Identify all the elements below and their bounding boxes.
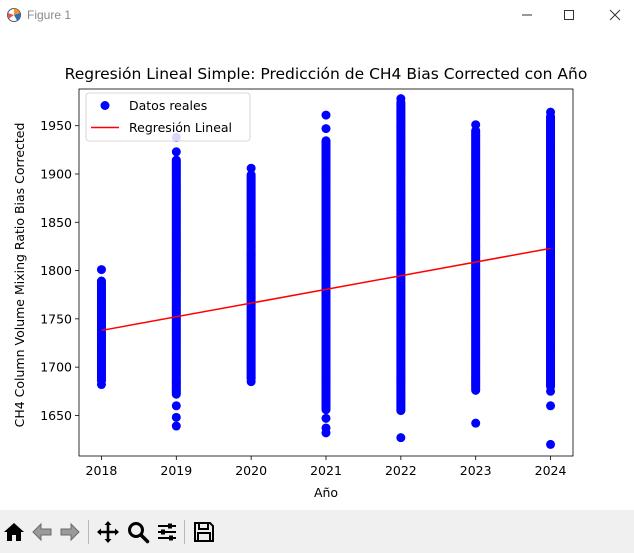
data-point <box>171 401 181 411</box>
data-point <box>471 120 481 130</box>
regression-line <box>101 247 551 332</box>
configure-subplots-button[interactable] <box>153 518 181 546</box>
x-tick-label: 2022 <box>385 463 417 478</box>
title-bar: Figure 1 <box>0 0 634 30</box>
home-icon <box>4 523 24 541</box>
legend-marker-datos-reales <box>100 101 110 110</box>
data-point <box>396 433 406 443</box>
x-tick-label: 2018 <box>86 463 118 478</box>
data-point <box>171 412 181 422</box>
x-axis-label: Año <box>314 485 338 500</box>
maximize-button[interactable] <box>546 0 592 30</box>
data-point <box>171 147 181 157</box>
y-tick-label: 1650 <box>40 408 72 423</box>
y-tick-label: 1750 <box>40 311 72 326</box>
data-point <box>171 155 181 165</box>
back-button[interactable] <box>28 518 56 546</box>
legend-label-datos-reales: Datos reales <box>129 98 207 113</box>
scatter-chart: Regresión Lineal Simple: Predicción de C… <box>12 65 588 500</box>
save-icon <box>194 522 214 542</box>
data-point <box>546 401 556 411</box>
close-button[interactable] <box>592 0 634 30</box>
data-point <box>321 423 331 433</box>
x-tick-label: 2023 <box>460 463 492 478</box>
minimize-button[interactable] <box>504 0 550 30</box>
data-points <box>96 94 556 449</box>
matplotlib-app-icon <box>6 6 22 24</box>
x-tick-label: 2019 <box>160 463 192 478</box>
data-point <box>471 418 481 428</box>
x-tick-label: 2020 <box>235 463 267 478</box>
save-button[interactable] <box>190 518 218 546</box>
data-point <box>546 386 556 396</box>
toolbar-separator <box>184 520 185 544</box>
data-point <box>321 110 331 120</box>
pan-button[interactable] <box>94 518 122 546</box>
x-axis-ticks: 2018 2019 2020 2021 2022 2023 2024 <box>86 456 567 478</box>
data-point <box>546 439 556 449</box>
data-point <box>96 265 106 275</box>
back-arrow-icon <box>32 522 52 542</box>
data-point <box>321 124 331 134</box>
home-button[interactable] <box>0 518 28 546</box>
data-point <box>246 163 256 173</box>
y-axis-label: CH4 Column Volume Mixing Ratio Bias Corr… <box>12 123 27 428</box>
y-tick-label: 1850 <box>40 215 72 230</box>
toolbar-separator <box>88 520 89 544</box>
plot-canvas[interactable]: Regresión Lineal Simple: Predicción de C… <box>0 30 634 510</box>
data-point <box>96 276 106 286</box>
close-icon <box>609 9 621 21</box>
chart-title: Regresión Lineal Simple: Predicción de C… <box>65 65 588 83</box>
data-point <box>171 421 181 431</box>
y-axis-ticks: 1650 1700 1750 1800 1850 1900 1950 <box>40 118 79 423</box>
data-point <box>396 94 406 104</box>
regression-line-layer <box>101 247 551 332</box>
forward-button[interactable] <box>56 518 84 546</box>
data-point <box>321 136 331 146</box>
x-tick-label: 2021 <box>310 463 342 478</box>
navigation-toolbar <box>0 510 634 553</box>
window-title: Figure 1 <box>27 8 72 22</box>
maximize-icon <box>564 10 574 20</box>
y-tick-label: 1900 <box>40 166 72 181</box>
data-point <box>96 380 106 390</box>
zoom-button[interactable] <box>124 518 152 546</box>
pan-icon <box>97 521 119 543</box>
data-point <box>246 377 256 387</box>
y-tick-label: 1700 <box>40 360 72 375</box>
data-point <box>546 107 556 117</box>
y-tick-label: 1800 <box>40 263 72 278</box>
x-tick-label: 2024 <box>535 463 567 478</box>
data-point <box>321 413 331 423</box>
y-tick-label: 1950 <box>40 118 72 133</box>
configure-subplots-icon <box>158 523 176 541</box>
zoom-icon <box>128 522 150 544</box>
legend-label-regresion-lineal: Regresión Lineal <box>129 120 232 135</box>
minimize-icon <box>522 14 532 16</box>
data-point <box>246 170 256 180</box>
legend-box <box>85 92 251 142</box>
legend: Datos reales Regresión Lineal <box>85 92 251 142</box>
forward-arrow-icon <box>60 522 80 542</box>
